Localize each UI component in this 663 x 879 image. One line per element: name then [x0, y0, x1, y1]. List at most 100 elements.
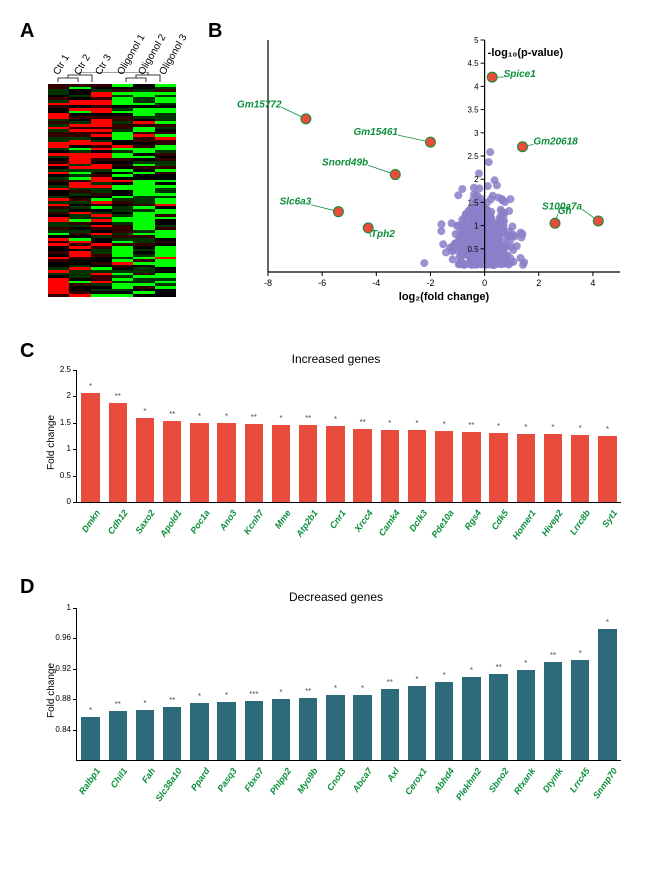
y-tick	[73, 449, 77, 450]
y-tick	[73, 608, 77, 609]
significance-marker: *	[79, 382, 101, 391]
chart-title: Decreased genes	[42, 590, 630, 604]
bar	[272, 425, 290, 502]
significance-marker: **	[297, 687, 319, 696]
svg-text:2: 2	[474, 175, 479, 184]
bar	[326, 426, 344, 502]
svg-text:5: 5	[474, 36, 479, 45]
heatmap-cell	[133, 294, 154, 297]
bar-label: Atp2b1	[294, 508, 320, 539]
bar	[435, 431, 453, 502]
bar-label: Fbxo7	[242, 766, 265, 793]
bar	[245, 424, 263, 502]
significance-marker: **	[297, 414, 319, 423]
significance-marker: *	[406, 675, 428, 684]
svg-text:-log₁₀(p-value): -log₁₀(p-value)	[485, 47, 564, 59]
svg-text:0: 0	[482, 278, 487, 288]
bar	[109, 711, 127, 760]
bar	[109, 403, 127, 502]
heatmap: Ctr 1Ctr 2Ctr 3Oligonol 1Oligonol 2Oligo…	[48, 78, 176, 296]
y-tick-label: 2.5	[43, 365, 71, 374]
bar-label: Fah	[140, 766, 157, 785]
bar-label: Camk4	[377, 508, 402, 538]
significance-marker: **	[460, 421, 482, 430]
bar	[353, 429, 371, 502]
y-tick-label: 1	[43, 444, 71, 453]
y-tick	[73, 730, 77, 731]
heatmap-body	[48, 84, 176, 296]
significance-marker: *	[406, 419, 428, 428]
bar	[598, 629, 616, 760]
significance-marker: *	[596, 618, 618, 627]
significance-marker: *	[270, 414, 292, 423]
svg-text:Slc6a3: Slc6a3	[280, 197, 312, 208]
bar-label: Snmp70	[591, 766, 619, 800]
bar-label: Abhd4	[432, 766, 456, 795]
panel-label-a: A	[20, 20, 34, 43]
y-tick	[73, 396, 77, 397]
svg-text:4.5: 4.5	[467, 59, 479, 68]
significance-marker: *	[324, 684, 346, 693]
significance-marker: *	[433, 420, 455, 429]
bar-label: Mme	[273, 508, 293, 531]
svg-text:-6: -6	[318, 278, 326, 288]
bar-label: Cerox1	[403, 766, 429, 797]
y-tick	[73, 638, 77, 639]
y-tick-label: 1	[43, 603, 71, 612]
significance-marker: **	[161, 410, 183, 419]
bar-label: Lrrc45	[568, 766, 592, 794]
bar	[544, 434, 562, 502]
significance-marker: *	[215, 412, 237, 421]
panel-label-d: D	[20, 576, 34, 599]
heatmap-col	[48, 84, 69, 296]
svg-text:S100a7a: S100a7a	[542, 201, 582, 212]
bar-label: Dtymk	[541, 766, 565, 794]
volcano-svg: -8-6-4-20240.511.522.533.544.55Gm15772Gm…	[228, 32, 628, 304]
bar	[571, 435, 589, 502]
significance-marker: *	[487, 422, 509, 431]
significance-marker: *	[188, 412, 210, 421]
significance-marker: *	[215, 691, 237, 700]
svg-text:4: 4	[590, 278, 595, 288]
svg-text:-2: -2	[426, 278, 434, 288]
significance-marker: ***	[243, 690, 265, 699]
significance-marker: *	[134, 699, 156, 708]
significance-marker: *	[515, 423, 537, 432]
bar-label: Pde10a	[430, 508, 456, 540]
dendrogram	[48, 72, 176, 82]
plot-area: 0.840.880.920.961*Ralbp1**Chil1*Fah**Slc…	[76, 608, 621, 761]
bar-label: Sbno2	[487, 766, 511, 794]
bar-label: Cdh12	[106, 508, 130, 536]
bar-label: Poc1a	[188, 508, 211, 535]
bar	[326, 695, 344, 760]
y-tick	[73, 669, 77, 670]
bar	[272, 699, 290, 760]
significance-marker: *	[270, 688, 292, 697]
significance-marker: **	[542, 651, 564, 660]
bar	[190, 703, 208, 760]
svg-text:Gm15461: Gm15461	[353, 127, 398, 138]
bar-label: Kcnh7	[242, 508, 266, 536]
svg-text:Spice1: Spice1	[504, 69, 537, 80]
significance-marker: *	[515, 659, 537, 668]
svg-text:2.5: 2.5	[467, 152, 479, 161]
bar-label: Slc38a10	[154, 766, 184, 803]
heatmap-cell	[48, 294, 69, 297]
svg-text:4: 4	[474, 82, 479, 91]
bar-label: Phlpp2	[267, 766, 292, 796]
significance-marker: *	[134, 407, 156, 416]
svg-text:Tph2: Tph2	[371, 229, 395, 240]
bar	[163, 707, 181, 760]
plot-area: 00.511.522.5*Dmkn**Cdh12*Saxo2**Apold1*P…	[76, 370, 621, 503]
bar-label: Saxo2	[133, 508, 156, 535]
significance-marker: **	[243, 413, 265, 422]
significance-marker: *	[379, 419, 401, 428]
y-tick-label: 0.88	[43, 694, 71, 703]
significance-marker: **	[107, 392, 129, 401]
significance-marker: *	[460, 666, 482, 675]
bar-label: Cdk5	[490, 508, 511, 532]
significance-marker: *	[79, 706, 101, 715]
bar	[408, 686, 426, 760]
significance-marker: *	[569, 424, 591, 433]
bar	[217, 702, 235, 760]
